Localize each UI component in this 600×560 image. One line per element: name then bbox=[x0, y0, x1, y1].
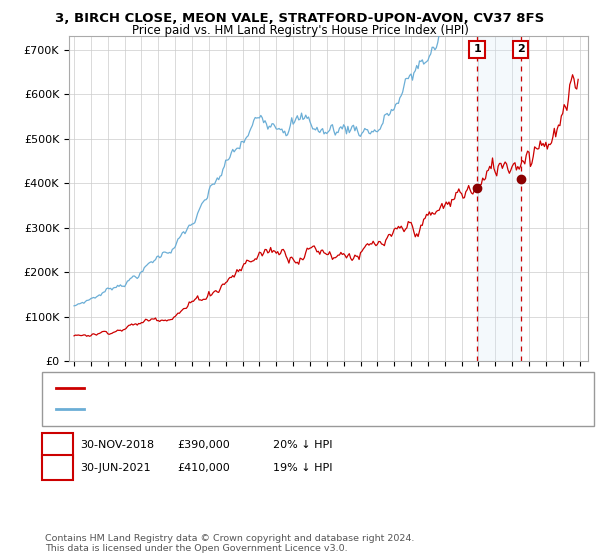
Text: 30-JUN-2021: 30-JUN-2021 bbox=[80, 463, 151, 473]
Text: HPI: Average price, detached house, Stratford-on-Avon: HPI: Average price, detached house, Stra… bbox=[88, 404, 361, 414]
Text: 2: 2 bbox=[517, 44, 524, 54]
Text: Contains HM Land Registry data © Crown copyright and database right 2024.
This d: Contains HM Land Registry data © Crown c… bbox=[45, 534, 415, 553]
Text: 20% ↓ HPI: 20% ↓ HPI bbox=[273, 440, 332, 450]
Text: 30-NOV-2018: 30-NOV-2018 bbox=[80, 440, 154, 450]
Bar bbox=[477, 36, 521, 361]
Text: £390,000: £390,000 bbox=[177, 440, 230, 450]
Text: 19% ↓ HPI: 19% ↓ HPI bbox=[273, 463, 332, 473]
Text: Price paid vs. HM Land Registry's House Price Index (HPI): Price paid vs. HM Land Registry's House … bbox=[131, 24, 469, 36]
Text: 1: 1 bbox=[473, 44, 481, 54]
Text: 1: 1 bbox=[53, 438, 62, 452]
Text: 3, BIRCH CLOSE, MEON VALE, STRATFORD-UPON-AVON, CV37 8FS: 3, BIRCH CLOSE, MEON VALE, STRATFORD-UPO… bbox=[55, 12, 545, 25]
Text: 2: 2 bbox=[53, 461, 62, 474]
Text: £410,000: £410,000 bbox=[177, 463, 230, 473]
Text: 3, BIRCH CLOSE, MEON VALE, STRATFORD-UPON-AVON, CV37 8FS (detached house): 3, BIRCH CLOSE, MEON VALE, STRATFORD-UPO… bbox=[88, 382, 505, 393]
